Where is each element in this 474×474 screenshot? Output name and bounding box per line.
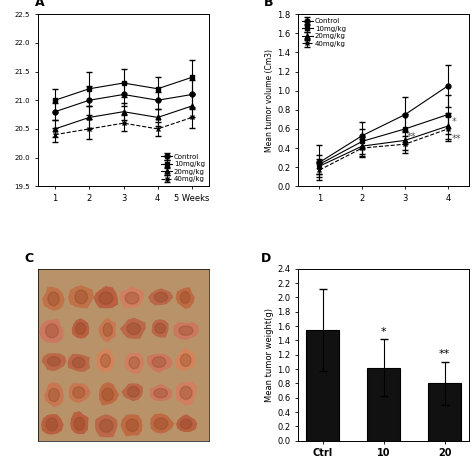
Polygon shape (69, 286, 93, 308)
Polygon shape (70, 383, 90, 402)
Polygon shape (174, 323, 198, 339)
Text: *: * (381, 327, 386, 337)
Polygon shape (74, 418, 84, 430)
Polygon shape (75, 290, 88, 304)
Legend: Control, 10mg/kg, 20mg/kg, 40mg/kg: Control, 10mg/kg, 20mg/kg, 40mg/kg (301, 18, 346, 47)
Polygon shape (125, 292, 139, 304)
Polygon shape (155, 418, 168, 429)
Polygon shape (73, 319, 89, 338)
Polygon shape (125, 353, 144, 374)
Polygon shape (176, 288, 194, 308)
Legend: Control, 10mg/kg, 20mg/kg, 40mg/kg: Control, 10mg/kg, 20mg/kg, 40mg/kg (161, 153, 206, 183)
Bar (428, 383, 462, 441)
Polygon shape (42, 415, 63, 434)
Polygon shape (99, 318, 115, 342)
Polygon shape (73, 387, 85, 398)
Polygon shape (100, 383, 118, 405)
Polygon shape (121, 319, 145, 338)
Polygon shape (102, 388, 113, 401)
Polygon shape (181, 354, 191, 366)
Text: **: ** (451, 134, 461, 144)
Polygon shape (127, 323, 140, 335)
Polygon shape (177, 415, 197, 431)
Polygon shape (48, 388, 59, 401)
Text: C: C (24, 252, 33, 265)
Polygon shape (43, 287, 64, 310)
Polygon shape (45, 383, 63, 406)
Polygon shape (180, 386, 192, 399)
Polygon shape (95, 415, 117, 437)
Polygon shape (155, 292, 168, 302)
Polygon shape (97, 349, 114, 372)
Polygon shape (100, 419, 113, 432)
Polygon shape (47, 356, 60, 366)
Polygon shape (149, 289, 173, 305)
Polygon shape (46, 418, 57, 431)
Text: A: A (35, 0, 44, 9)
Polygon shape (181, 419, 191, 429)
Text: **: ** (407, 132, 417, 142)
Polygon shape (100, 354, 110, 367)
Text: *: * (451, 117, 456, 127)
Polygon shape (46, 324, 58, 338)
Y-axis label: Mean tumor volume (Cm3): Mean tumor volume (Cm3) (265, 49, 274, 152)
Text: **: ** (439, 349, 450, 359)
Polygon shape (128, 386, 139, 397)
Y-axis label: Mean tumor weight(g): Mean tumor weight(g) (265, 308, 274, 402)
Polygon shape (151, 414, 173, 433)
Polygon shape (71, 412, 88, 434)
Polygon shape (68, 355, 89, 371)
Polygon shape (42, 354, 65, 371)
Polygon shape (181, 292, 190, 303)
Polygon shape (121, 415, 142, 436)
Polygon shape (148, 354, 172, 373)
Bar (367, 368, 401, 441)
Polygon shape (176, 382, 196, 405)
Polygon shape (40, 319, 63, 342)
Polygon shape (122, 384, 142, 401)
Polygon shape (126, 419, 138, 431)
Text: B: B (264, 0, 273, 9)
Polygon shape (119, 287, 144, 308)
Polygon shape (103, 323, 112, 337)
Polygon shape (154, 389, 167, 398)
Polygon shape (155, 323, 165, 333)
Polygon shape (48, 292, 59, 306)
Polygon shape (150, 384, 172, 400)
Text: D: D (260, 252, 271, 265)
Bar (306, 330, 339, 441)
Polygon shape (153, 320, 168, 337)
Polygon shape (129, 357, 139, 369)
Polygon shape (179, 326, 193, 336)
Polygon shape (94, 287, 118, 308)
Polygon shape (176, 348, 195, 370)
Polygon shape (99, 292, 113, 304)
Polygon shape (152, 357, 166, 367)
Polygon shape (73, 357, 85, 368)
Polygon shape (76, 323, 85, 334)
